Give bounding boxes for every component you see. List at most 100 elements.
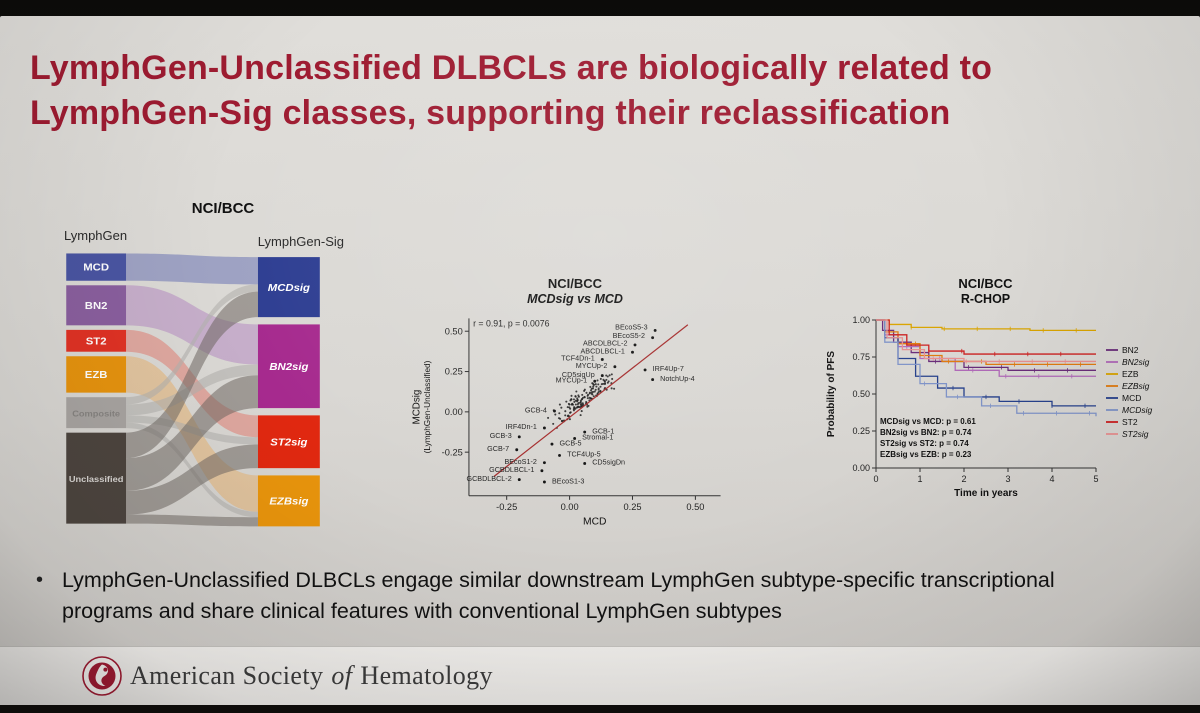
scatter-point <box>576 397 579 400</box>
ash-logo-dot <box>103 667 108 672</box>
x-tick-label: 4 <box>1049 474 1054 484</box>
scatter-point <box>574 399 577 402</box>
scatter-point-labeled <box>517 435 521 439</box>
scatter-point-label: ABCDLBCL-1 <box>581 346 625 355</box>
scatter-point <box>579 399 582 402</box>
scatter-point <box>573 400 576 403</box>
scatter-point <box>592 382 595 386</box>
slide-title: LymphGen-Unclassified DLBCLs are biologi… <box>30 46 1170 136</box>
scatter-point <box>560 406 563 409</box>
footer-bar: American Society of Hematology <box>0 646 1200 705</box>
scatter-point-label: GCB-3 <box>490 431 512 440</box>
sankey-right-column-label: LymphGen-Sig <box>257 234 344 249</box>
scatter-point-label: Stromal-1 <box>582 433 613 442</box>
scatter-point-labeled <box>600 358 604 361</box>
scatter-point <box>603 380 606 383</box>
pvalue-annotation: BN2sig vs BN2: p = 0.74 <box>880 428 972 437</box>
km-curve <box>876 319 1096 355</box>
scatter-point <box>566 406 569 409</box>
scatter-point <box>561 419 564 422</box>
scatter-point-label: BEcoS1-3 <box>552 476 584 485</box>
scatter-point-label: MYCUp-1 <box>556 375 588 384</box>
sankey-node-label: ST2sig <box>270 437 308 448</box>
scatter-point-labeled <box>600 374 604 378</box>
sankey-node <box>257 415 320 469</box>
y-tick-label: 0.00 <box>852 463 870 473</box>
sankey-node <box>66 285 127 326</box>
bullet-marker: • <box>36 569 44 591</box>
sankey-chart: MCD BN2 ST2 EZB Composite Unclassified MCDsig B… <box>66 253 320 527</box>
y-tick-label: -0.25 <box>442 447 463 457</box>
scatter-point <box>568 418 571 421</box>
sankey-node <box>66 253 127 281</box>
scatter-point-labeled <box>542 426 546 430</box>
scatter-point-labeled <box>542 461 546 465</box>
sankey-node-label: Unclassified <box>69 474 124 483</box>
scatter-point-label: GCB-7 <box>487 444 509 453</box>
scatter-point <box>599 389 602 392</box>
scatter-point <box>566 415 569 418</box>
scatter-point <box>610 373 613 376</box>
sankey-flow <box>126 375 258 491</box>
x-tick-label: 3 <box>1005 474 1010 484</box>
scatter-point <box>586 405 589 408</box>
scatter-point <box>587 393 590 396</box>
scatter-point <box>602 382 605 385</box>
legend-label: ST2sig <box>1122 429 1149 439</box>
scatter-point-labeled <box>517 478 521 482</box>
scatter-point-labeled <box>583 462 587 465</box>
scatter-point <box>581 393 584 396</box>
footer-org-part2: Hematology <box>360 661 493 690</box>
scatter-point <box>579 414 582 417</box>
scatter-point <box>570 398 573 401</box>
y-tick-label: 0.75 <box>852 352 870 362</box>
x-tick-label: 0 <box>873 474 878 484</box>
sankey-node-label: BN2sig <box>269 361 309 372</box>
scatter-point <box>605 378 608 381</box>
y-tick-label: 0.50 <box>852 389 870 399</box>
scatter-point-labeled <box>553 409 556 413</box>
scatter-point-label: GCBDLBCL-2 <box>466 474 511 483</box>
scatter-point-labeled <box>542 480 546 484</box>
scatter-point-label: IRF4Up-7 <box>653 364 684 373</box>
sankey-node <box>66 329 127 352</box>
scatter-point <box>570 394 573 397</box>
scatter-point <box>567 402 570 405</box>
scatter-point-labeled <box>643 368 647 372</box>
scatter-point <box>597 391 600 394</box>
scatter-point-labeled <box>558 453 561 457</box>
scatter-point-labeled <box>633 343 637 347</box>
scatter-point <box>569 411 572 414</box>
scatter-point-label: CD5sigDn <box>592 458 625 467</box>
sankey-title: NCI/BCC <box>191 200 255 217</box>
scatter-point <box>576 405 580 408</box>
scatter-point <box>576 399 579 402</box>
scatter-title: NCI/BCC <box>547 276 603 291</box>
scatter-point-labeled <box>540 469 544 473</box>
pvalue-annotation: ST2sig vs ST2: p = 0.74 <box>880 439 969 448</box>
scatter-point <box>574 403 577 406</box>
scatter-point <box>583 396 586 399</box>
x-tick-label: 0.50 <box>686 502 704 512</box>
legend-label: BN2sig <box>1122 357 1150 367</box>
scatter-point-label: NotchUp-4 <box>660 374 694 383</box>
y-tick-label: 0.25 <box>445 367 463 377</box>
scatter-point-labeled <box>515 448 519 452</box>
scatter-point <box>611 377 614 380</box>
scatter-point <box>595 385 598 388</box>
scatter-point-labeled <box>593 379 597 383</box>
scatter-point-label: BEcoS5-3 <box>615 322 647 331</box>
scatter-point-label: MYCUp-2 <box>576 361 608 370</box>
x-axis-label: Time in years <box>954 488 1018 499</box>
scatter-point-label: IRF4Dn-1 <box>506 422 537 431</box>
sankey-node <box>66 356 127 393</box>
scatter-point <box>599 377 602 380</box>
y-tick-label: 0.50 <box>445 326 463 336</box>
scatter-point <box>577 395 580 398</box>
km-curve <box>876 319 1096 332</box>
sankey-node-label: BN2 <box>85 301 108 312</box>
y-axis-label-line1: MCDsig <box>411 390 422 425</box>
sankey-left-column-label: LymphGen <box>64 228 128 243</box>
scatter-point <box>603 383 606 386</box>
